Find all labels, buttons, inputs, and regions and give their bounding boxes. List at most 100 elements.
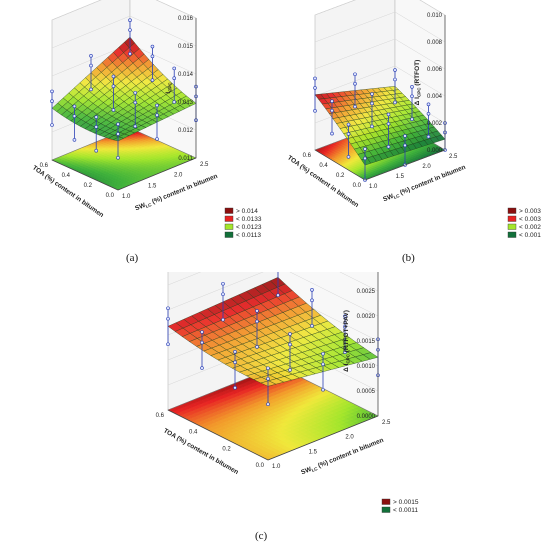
data-point (233, 349, 237, 354)
data-point (200, 366, 204, 370)
gridline-z (167, 272, 202, 286)
data-point (386, 145, 391, 149)
x-axis-line (51, 159, 119, 191)
legend-label: > 0.0015 (393, 499, 419, 506)
z-axis-title: Δ ICPC (RTFOT+PAV) (343, 310, 351, 372)
z-tick-label: 0.006 (427, 67, 443, 73)
y-tick-label: 2.5 (449, 154, 458, 160)
z-tick-label: 0.015 (178, 44, 194, 50)
data-point (255, 319, 259, 324)
data-point (166, 316, 170, 321)
data-point (330, 108, 334, 113)
data-point (403, 134, 407, 138)
caption-a: (a) (126, 252, 139, 264)
chart-b: 0.0 0.2 0.4 0.6 1.0 1.5 2.0 2.5 0.000 0.002 0.004 0… (286, 0, 541, 239)
data-point (393, 68, 397, 72)
y-tick-label: 2.5 (200, 162, 209, 168)
data-point (128, 18, 132, 23)
data-point (276, 293, 280, 298)
data-point (343, 350, 347, 354)
data-point (221, 281, 225, 286)
x-tick-label: 0.6 (156, 413, 165, 419)
data-point (72, 104, 77, 109)
y-tick-label: 2.0 (174, 173, 183, 179)
y-axis-line (267, 415, 379, 461)
legend-swatch (381, 506, 391, 513)
data-point (89, 53, 93, 58)
legend-label: < 0.001 (519, 232, 541, 239)
z-axis-title: ICPC (165, 82, 173, 94)
x-tick-label: 0.2 (84, 183, 93, 189)
data-point (255, 345, 259, 349)
x-tick-label: 0.4 (189, 430, 198, 436)
data-point (310, 288, 314, 292)
chart-c: 0.0 0.2 0.4 0.6 1.0 1.5 2.0 2.5 0.0000 0.0005 0.00… (156, 272, 419, 514)
y-axis-title: SWLC (%) content in bitumen (134, 173, 219, 213)
gridline-z (289, 272, 379, 317)
legend-label: < 0.002 (519, 224, 541, 231)
y-tick-label: 1.5 (309, 449, 318, 455)
legend: > 0.014< 0.0133< 0.0123< 0.0113 (224, 207, 262, 239)
z-axis-title: Δ ICPC (RTFOT) (414, 60, 422, 106)
data-point (403, 143, 407, 148)
data-point (266, 366, 270, 371)
y-tick-label: 1.5 (396, 174, 405, 180)
gridline-z (129, 15, 197, 47)
legend-swatch (224, 223, 234, 230)
legend-swatch (224, 207, 234, 214)
z-tick-label: 0.014 (178, 72, 194, 78)
legend-label: > 0.003 (519, 208, 541, 215)
data-point (410, 94, 414, 99)
z-tick-label: 0.013 (178, 100, 194, 106)
data-point (343, 324, 347, 329)
x-tick-label: 0.0 (256, 463, 265, 469)
response-surface (167, 277, 379, 387)
data-point (288, 332, 292, 336)
gridline-z (155, 0, 197, 19)
z-tick-label: 0.0020 (357, 314, 376, 320)
y-axis-line (364, 149, 446, 181)
data-point (386, 122, 391, 126)
y-tick-label: 1.0 (369, 184, 378, 190)
caption-c: (c) (255, 530, 268, 542)
plot-group: 0.0 0.2 0.4 0.6 1.0 1.5 2.0 2.5 0.011 0.012 0.013 0… (31, 0, 219, 219)
data-point (111, 74, 116, 79)
z-tick-label: 0.011 (178, 156, 193, 162)
data-point (370, 101, 374, 106)
gridline-z (394, 65, 446, 97)
gridline-z (314, 11, 396, 43)
data-point (133, 100, 138, 105)
legend: > 0.003< 0.003< 0.002< 0.001 (507, 207, 541, 239)
y-tick-label: 2.0 (422, 164, 431, 170)
data-point (410, 117, 414, 122)
data-point (353, 104, 357, 109)
data-point (313, 109, 317, 113)
legend-label: > 0.014 (236, 208, 258, 215)
data-point (128, 51, 132, 56)
legend-label: < 0.0011 (393, 507, 418, 514)
z-tick-label: 0.0025 (357, 289, 376, 295)
z-tick-label: 0.016 (178, 16, 194, 22)
x-tick-label: 0.6 (303, 153, 312, 159)
chart-panel-c: 0.0 0.2 0.4 0.6 1.0 1.5 2.0 2.5 0.0000 0.0005 0.00… (100, 272, 450, 537)
data-point (155, 103, 159, 108)
data-point (89, 87, 93, 92)
z-tick-label: 0.0005 (357, 389, 376, 395)
data-point (313, 86, 317, 90)
data-point (94, 115, 99, 119)
data-point (166, 342, 170, 347)
data-point (353, 72, 357, 77)
y-tick-label: 1.5 (148, 183, 157, 189)
data-point (72, 114, 77, 118)
data-point (410, 85, 414, 89)
x-tick-label: 0.2 (336, 173, 345, 179)
data-point (133, 124, 138, 129)
data-point (346, 132, 351, 136)
legend-label: < 0.0113 (236, 232, 261, 239)
chart-panel-b: 0.0 0.2 0.4 0.6 1.0 1.5 2.0 2.5 0.000 0.002 0.004 0… (275, 0, 550, 265)
data-point (155, 113, 159, 117)
data-point (89, 63, 93, 68)
data-point (166, 306, 170, 311)
data-point (150, 44, 155, 49)
data-point (426, 111, 431, 116)
